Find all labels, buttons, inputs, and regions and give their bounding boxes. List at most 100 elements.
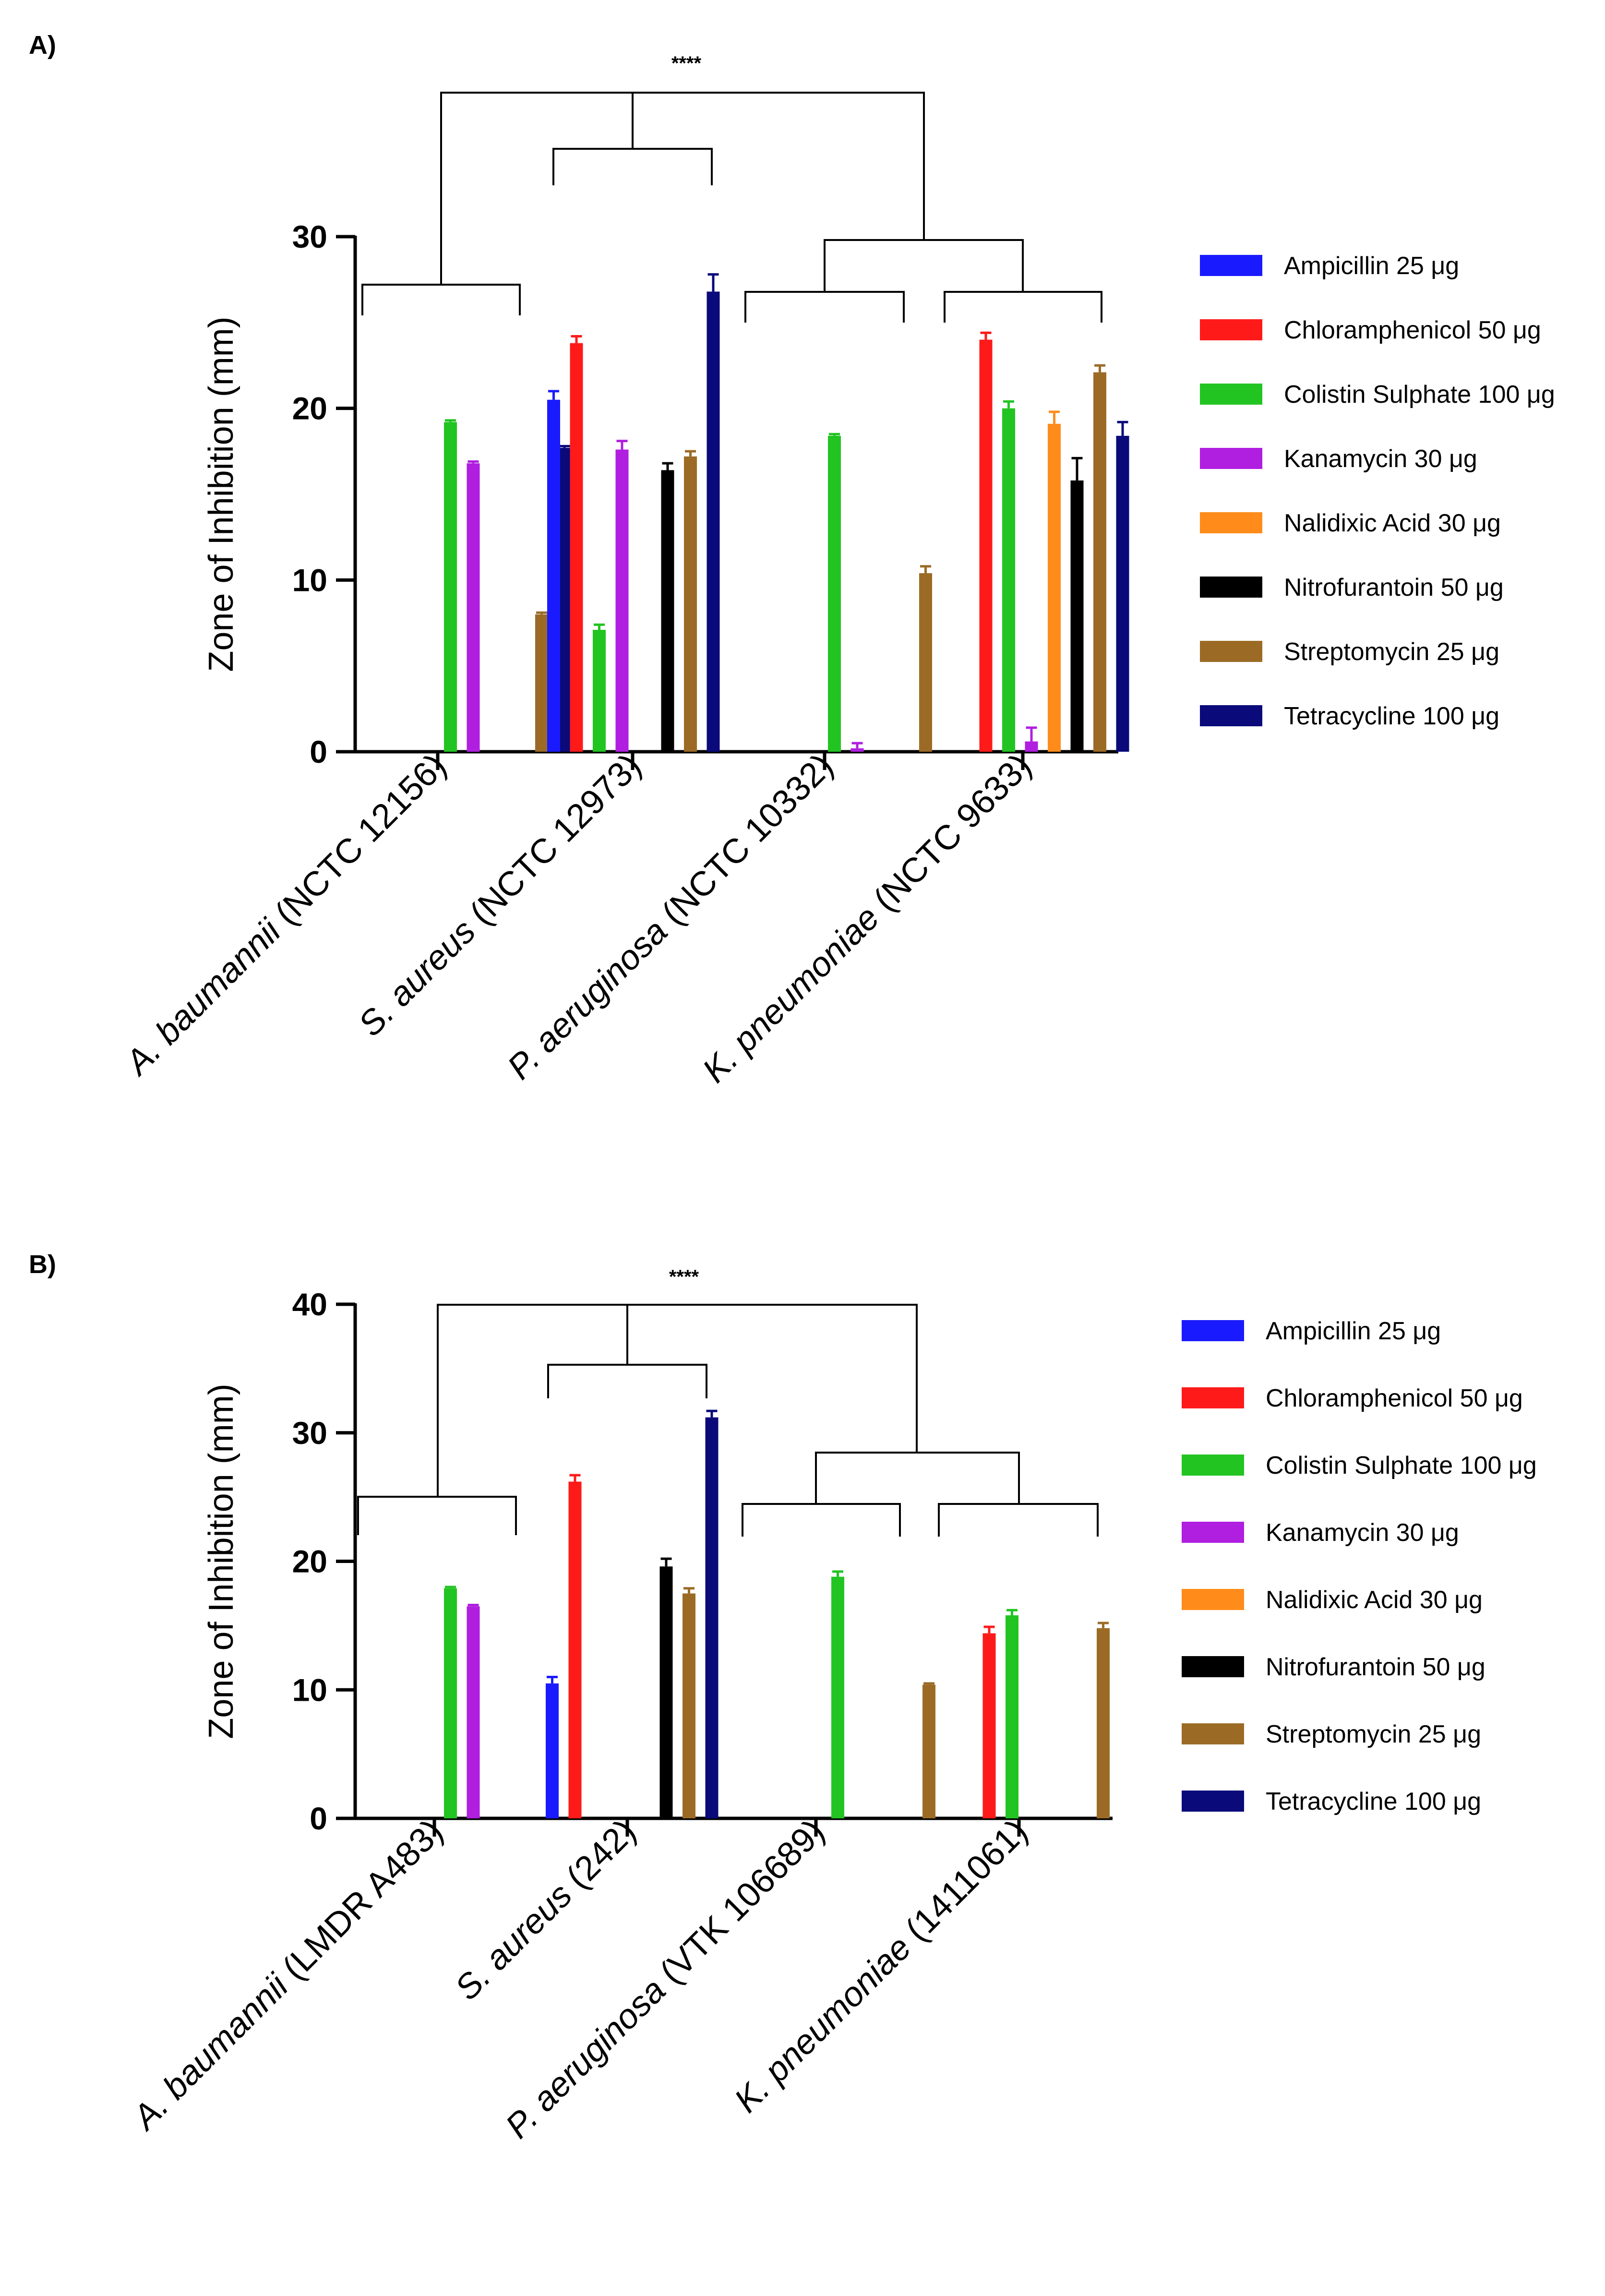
x-tick-label-strain: (NCTC 12156) xyxy=(261,746,454,939)
chart-panel-b: B) 0 10 20 30 40 Zone of Inhibition (mm) A. bau… xyxy=(29,1250,1537,2146)
y-axis-label: Zone of Inhibition (mm) xyxy=(202,1383,240,1739)
legend-label: Nalidixic Acid 30 μg xyxy=(1266,1586,1483,1614)
x-tick-label-strain: (VTK 106689) xyxy=(646,1812,832,1998)
x-tick-label-species: A. baumannii xyxy=(117,912,289,1083)
bracket xyxy=(824,239,1024,292)
x-tick-label-species: K. pneumoniae xyxy=(727,1928,919,2120)
y-axis-label: Zone of Inhibition (mm) xyxy=(202,316,240,672)
y-tick-label: 0 xyxy=(310,734,327,769)
x-tick-label: A. baumannii (LMDR A483) xyxy=(124,1812,450,2138)
legend-label: Nalidixic Acid 30 μg xyxy=(1284,509,1501,537)
legend-swatch xyxy=(1200,641,1262,662)
legend-label: Kanamycin 30 μg xyxy=(1284,445,1477,473)
legend-label: Tetracycline 100 μg xyxy=(1284,702,1499,730)
legend-label: Colistin Sulphate 100 μg xyxy=(1266,1452,1537,1479)
bracket-top xyxy=(440,92,925,285)
y-tick-label: 40 xyxy=(292,1286,327,1322)
bar xyxy=(467,1606,480,1818)
bar xyxy=(705,1417,719,1818)
bar xyxy=(659,1566,673,1818)
bar xyxy=(828,435,841,752)
significance-label: **** xyxy=(671,53,702,74)
legend-swatch xyxy=(1182,1455,1244,1476)
significance-brackets xyxy=(361,92,1102,323)
bar xyxy=(1097,1628,1110,1818)
bracket xyxy=(547,1364,707,1398)
legend-label: Colistin Sulphate 100 μg xyxy=(1284,381,1555,409)
legend-label: Chloramphenicol 50 μg xyxy=(1284,316,1541,344)
bar xyxy=(850,748,864,752)
panel-label: B) xyxy=(29,1250,56,1279)
legend-swatch xyxy=(1200,577,1262,598)
y-tick-label: 20 xyxy=(292,1544,327,1579)
bracket xyxy=(357,1496,517,1535)
legend-label: Tetracycline 100 μg xyxy=(1266,1788,1481,1815)
bar xyxy=(661,470,674,752)
legend-swatch xyxy=(1200,255,1262,276)
bracket xyxy=(944,291,1102,323)
bar xyxy=(982,1633,996,1818)
panel-label: A) xyxy=(29,31,56,60)
x-tick-label-strain: (NCTC 12973) xyxy=(456,746,649,939)
bar xyxy=(707,291,720,752)
x-tick-label-species: A. baumannii xyxy=(124,1966,296,2138)
x-tick-label-species: S. aureus xyxy=(448,1876,579,2007)
legend-label: Streptomycin 25 μg xyxy=(1284,638,1499,666)
x-tick-label-strain: (1411061) xyxy=(891,1812,1035,1956)
legend-label: Nitrofurantoin 50 μg xyxy=(1266,1653,1485,1681)
bar xyxy=(444,1588,457,1818)
y-tick-label: 30 xyxy=(292,219,327,254)
legend-label: Ampicillin 25 μg xyxy=(1266,1317,1441,1345)
legend: Ampicillin 25 μg Chloramphenicol 50 μg Col… xyxy=(1200,252,1555,730)
x-tick-label-species: P. aeruginosa xyxy=(498,1971,673,2146)
bar xyxy=(547,399,560,752)
x-tick-label-strain: (LMDR A483) xyxy=(268,1812,450,1994)
legend-label: Nitrofurantoin 50 μg xyxy=(1284,574,1504,601)
bar xyxy=(593,630,606,752)
bar xyxy=(1048,423,1061,752)
x-tick-label-strain: (242) xyxy=(552,1812,644,1903)
legend-swatch xyxy=(1200,512,1262,533)
y-tick-label: 0 xyxy=(310,1801,327,1836)
x-tick-label: S. aureus (242) xyxy=(448,1812,643,2007)
x-tick-label: K. pneumoniae (NCTC 9633) xyxy=(695,746,1039,1090)
bar xyxy=(831,1576,844,1818)
chart-panel-a: A) 0 10 20 30 Zone of Inhibition (mm) A. bauma… xyxy=(29,31,1555,1090)
legend-label: Ampicillin 25 μg xyxy=(1284,252,1459,280)
bar xyxy=(1002,408,1015,752)
bracket xyxy=(938,1503,1099,1537)
bar xyxy=(535,614,548,752)
legend-swatch xyxy=(1200,705,1262,726)
bracket xyxy=(742,1503,901,1537)
bar xyxy=(615,449,629,752)
legend-swatch xyxy=(1182,1387,1244,1408)
bar xyxy=(1006,1615,1018,1818)
bracket xyxy=(552,148,713,185)
bar xyxy=(919,573,932,752)
legend-label: Streptomycin 25 μg xyxy=(1266,1720,1481,1748)
legend-swatch xyxy=(1200,384,1262,405)
bar xyxy=(922,1684,935,1818)
bar xyxy=(1025,741,1038,752)
bracket xyxy=(744,291,905,323)
bar xyxy=(979,339,993,752)
bar xyxy=(546,1683,559,1818)
bar xyxy=(467,463,480,752)
legend-label: Chloramphenicol 50 μg xyxy=(1266,1384,1523,1412)
x-tick-label-species: K. pneumoniae xyxy=(695,899,886,1090)
y-tick-label: 30 xyxy=(292,1415,327,1451)
y-tick-label: 10 xyxy=(292,1672,327,1707)
y-tick-label: 10 xyxy=(292,562,327,598)
bracket xyxy=(815,1452,1020,1504)
bracket xyxy=(361,284,521,315)
bar xyxy=(570,343,583,752)
x-tick-label-species: P. aeruginosa xyxy=(500,912,675,1087)
bar xyxy=(1070,480,1084,752)
bar xyxy=(568,1481,582,1818)
legend-swatch xyxy=(1182,1791,1244,1812)
legend-swatch xyxy=(1182,1320,1244,1341)
legend-swatch xyxy=(1182,1656,1244,1677)
significance-label: **** xyxy=(669,1266,699,1287)
bar xyxy=(1093,372,1106,752)
